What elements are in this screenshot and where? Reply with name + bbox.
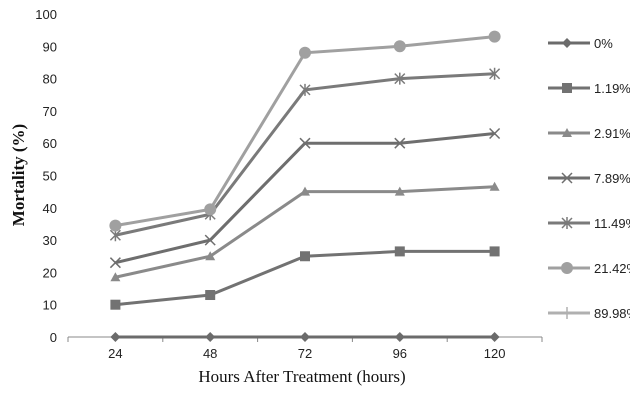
- data-point: [561, 307, 573, 319]
- x-axis-title: Hours After Treatment (hours): [198, 367, 405, 386]
- series-line: [115, 72, 495, 237]
- x-tick-label: 48: [203, 346, 217, 361]
- legend-item: 2.91%: [548, 126, 630, 141]
- x-axis-ticks: 24 48 72 96 120: [67, 337, 543, 361]
- data-point: [300, 332, 310, 342]
- data-point: [204, 203, 217, 216]
- data-point: [489, 181, 500, 191]
- data-point: [394, 137, 406, 149]
- data-point: [489, 246, 500, 257]
- data-point: [205, 332, 216, 342]
- data-point: [562, 38, 572, 48]
- legend-item: 0%: [548, 36, 613, 51]
- data-point: [110, 299, 121, 310]
- data-point: [393, 40, 406, 53]
- series: [110, 332, 500, 342]
- series: [110, 246, 500, 310]
- legend-label: 21.42%: [594, 261, 630, 276]
- data-point: [561, 172, 573, 184]
- y-tick-label: 10: [43, 298, 57, 313]
- y-tick-label: 0: [50, 330, 57, 345]
- y-tick-label: 40: [43, 201, 57, 216]
- x-tick-label: 120: [484, 346, 506, 361]
- data-point: [561, 217, 573, 229]
- legend-label: 1.19%: [594, 81, 630, 96]
- y-axis-ticks: 0 10 20 30 40 50 60 70 80 90 100: [35, 7, 57, 345]
- y-tick-label: 50: [43, 169, 57, 184]
- legend-item: 7.89%: [548, 171, 630, 186]
- x-tick-label: 96: [393, 346, 407, 361]
- x-tick-label: 24: [108, 346, 122, 361]
- y-tick-label: 70: [43, 104, 57, 119]
- data-point: [394, 186, 405, 196]
- data-point: [394, 72, 406, 85]
- data-point: [300, 251, 310, 262]
- data-point: [394, 332, 405, 342]
- data-point: [561, 262, 573, 274]
- data-point: [109, 257, 121, 269]
- legend-item: 11.49%: [548, 216, 630, 231]
- series-layer: [109, 30, 501, 342]
- series: [109, 127, 501, 269]
- data-point: [299, 46, 311, 59]
- y-tick-label: 20: [43, 265, 57, 280]
- data-point: [300, 186, 310, 196]
- legend-label: 0%: [594, 36, 613, 51]
- legend-item: 1.19%: [548, 81, 630, 96]
- data-point: [562, 83, 572, 93]
- legend-label: 11.49%: [594, 216, 630, 231]
- legend-item: 89.98%: [548, 306, 630, 321]
- data-point: [299, 137, 311, 149]
- legend-label: 7.89%: [594, 171, 630, 186]
- x-tick-label: 72: [298, 346, 312, 361]
- y-tick-label: 90: [43, 39, 57, 54]
- data-point: [110, 272, 121, 282]
- y-tick-label: 60: [43, 136, 57, 151]
- data-point: [394, 246, 405, 257]
- series-line: [115, 132, 495, 265]
- y-tick-label: 100: [35, 7, 57, 22]
- y-tick-label: 30: [43, 233, 57, 248]
- series: [109, 30, 501, 232]
- data-point: [299, 83, 311, 96]
- series: [110, 181, 500, 282]
- y-axis-title: Mortality (%): [9, 124, 28, 226]
- data-point: [109, 219, 122, 232]
- legend: 0% 1.19% 2.91% 7.89% 11.49% 21.42% 89.98%: [548, 36, 630, 321]
- data-point: [204, 234, 216, 246]
- data-point: [489, 332, 500, 342]
- data-point: [488, 30, 501, 43]
- series-line: [115, 185, 495, 279]
- data-point: [562, 128, 572, 137]
- data-point: [110, 332, 121, 342]
- legend-label: 2.91%: [594, 126, 630, 141]
- data-point: [489, 67, 501, 80]
- legend-item: 21.42%: [548, 261, 630, 276]
- data-point: [205, 290, 216, 301]
- series-line: [115, 35, 495, 228]
- legend-label: 89.98%: [594, 306, 630, 321]
- data-point: [205, 251, 216, 261]
- y-tick-label: 80: [43, 72, 57, 87]
- data-point: [489, 127, 501, 140]
